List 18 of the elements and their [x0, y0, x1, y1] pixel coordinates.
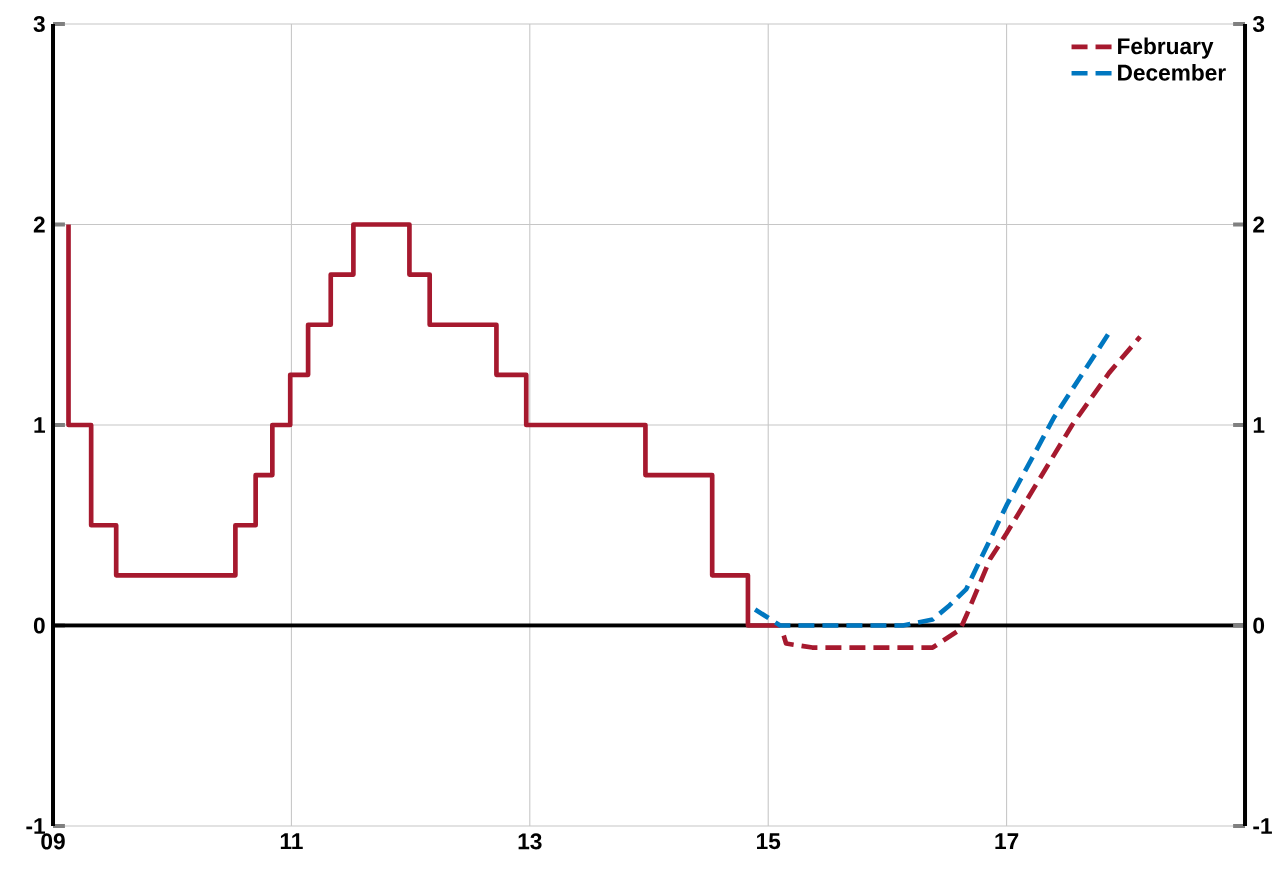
x-tick-label: 17: [995, 833, 1019, 849]
y2-tick-label: 0: [1253, 617, 1265, 634]
y-tick-label: 1: [34, 417, 46, 433]
y-tick-label: 3: [33, 15, 45, 33]
y2-tick-label: 3: [1252, 15, 1265, 33]
line-series: [781, 334, 1143, 650]
legend-label: December: [1118, 64, 1226, 81]
y-tick-label: -1: [26, 818, 46, 834]
x-tick-label: 15: [757, 833, 781, 850]
y2-tick-label: 1: [1253, 417, 1265, 433]
y2-tick-label: 2: [1253, 216, 1265, 233]
y-tick-label: 2: [33, 216, 45, 233]
x-tick-label: 11: [280, 833, 303, 849]
x-tick-label: 09: [41, 833, 65, 850]
y2-tick-label: -1: [1253, 818, 1272, 834]
y-tick-label: 0: [33, 617, 45, 634]
legend-label: February: [1118, 37, 1214, 59]
x-tick-label: 13: [518, 833, 542, 850]
